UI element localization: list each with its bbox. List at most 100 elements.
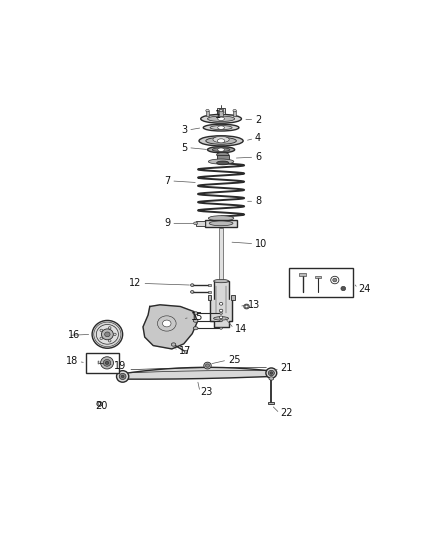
Ellipse shape <box>218 148 225 151</box>
Ellipse shape <box>212 148 230 151</box>
Text: 9: 9 <box>164 219 170 228</box>
Ellipse shape <box>233 109 237 112</box>
Ellipse shape <box>206 138 237 144</box>
Text: 5: 5 <box>181 143 187 152</box>
Text: 20: 20 <box>95 401 108 410</box>
Ellipse shape <box>100 329 102 332</box>
Ellipse shape <box>203 124 239 131</box>
Ellipse shape <box>119 374 126 379</box>
Bar <box>208 295 211 300</box>
Text: 3: 3 <box>181 125 187 135</box>
Ellipse shape <box>268 370 274 376</box>
Bar <box>208 284 211 286</box>
Ellipse shape <box>194 222 198 225</box>
Ellipse shape <box>341 286 346 290</box>
Ellipse shape <box>220 312 223 314</box>
Ellipse shape <box>208 147 235 153</box>
Text: 23: 23 <box>201 387 213 397</box>
Ellipse shape <box>205 364 209 367</box>
Ellipse shape <box>220 320 223 322</box>
Polygon shape <box>143 305 197 349</box>
Text: 12: 12 <box>129 278 141 288</box>
Ellipse shape <box>269 377 274 380</box>
Ellipse shape <box>210 126 232 130</box>
Ellipse shape <box>213 136 229 142</box>
Text: 8: 8 <box>255 196 261 206</box>
Bar <box>217 108 226 114</box>
Bar <box>300 272 306 276</box>
Ellipse shape <box>201 115 241 123</box>
Text: 7: 7 <box>164 176 170 186</box>
Ellipse shape <box>208 116 235 122</box>
Bar <box>98 361 99 364</box>
Ellipse shape <box>101 357 113 369</box>
Bar <box>219 111 223 116</box>
Ellipse shape <box>204 362 211 369</box>
Ellipse shape <box>217 139 225 143</box>
Ellipse shape <box>108 327 111 329</box>
Ellipse shape <box>96 325 118 344</box>
Ellipse shape <box>214 279 229 282</box>
Ellipse shape <box>219 309 223 312</box>
Text: 4: 4 <box>255 133 261 143</box>
Ellipse shape <box>333 278 337 282</box>
Bar <box>219 229 223 281</box>
Ellipse shape <box>193 312 198 315</box>
Ellipse shape <box>117 370 129 382</box>
Ellipse shape <box>113 333 116 336</box>
Text: 6: 6 <box>255 152 261 162</box>
Bar <box>214 281 229 318</box>
Ellipse shape <box>266 368 277 378</box>
Ellipse shape <box>209 221 233 225</box>
Ellipse shape <box>208 216 234 221</box>
Text: 16: 16 <box>67 330 80 341</box>
Bar <box>219 108 223 111</box>
Ellipse shape <box>191 284 194 286</box>
Text: 19: 19 <box>114 361 127 371</box>
Ellipse shape <box>121 375 124 377</box>
Bar <box>315 276 321 278</box>
Ellipse shape <box>199 136 243 146</box>
Ellipse shape <box>105 361 109 365</box>
Ellipse shape <box>245 305 248 308</box>
Ellipse shape <box>100 337 102 340</box>
Ellipse shape <box>217 161 229 165</box>
Bar <box>184 350 187 353</box>
Ellipse shape <box>108 340 111 342</box>
Ellipse shape <box>193 319 198 322</box>
Ellipse shape <box>217 152 229 157</box>
Polygon shape <box>210 300 232 327</box>
Bar <box>206 111 209 116</box>
Ellipse shape <box>206 109 209 112</box>
Ellipse shape <box>162 320 171 327</box>
Bar <box>233 111 237 116</box>
Ellipse shape <box>191 290 194 293</box>
Bar <box>289 268 353 297</box>
Bar <box>196 221 205 226</box>
Bar <box>217 155 229 163</box>
Ellipse shape <box>92 320 123 348</box>
Text: 18: 18 <box>66 357 78 367</box>
Bar <box>86 353 119 373</box>
Text: 13: 13 <box>248 300 261 310</box>
Text: 14: 14 <box>235 324 247 334</box>
Text: 2: 2 <box>255 115 261 125</box>
Ellipse shape <box>98 402 101 405</box>
Bar <box>268 401 274 404</box>
Text: 17: 17 <box>179 346 191 357</box>
Text: 15: 15 <box>191 312 203 322</box>
Ellipse shape <box>97 401 102 406</box>
Ellipse shape <box>218 126 225 130</box>
Ellipse shape <box>219 109 223 112</box>
Text: 22: 22 <box>280 408 293 418</box>
Ellipse shape <box>105 332 110 337</box>
Ellipse shape <box>193 327 198 330</box>
Ellipse shape <box>270 372 273 374</box>
Ellipse shape <box>244 304 249 309</box>
Bar <box>205 220 237 227</box>
Text: 1: 1 <box>215 110 221 120</box>
Ellipse shape <box>219 302 223 305</box>
Polygon shape <box>123 367 271 379</box>
Ellipse shape <box>219 316 223 319</box>
Ellipse shape <box>220 327 223 329</box>
